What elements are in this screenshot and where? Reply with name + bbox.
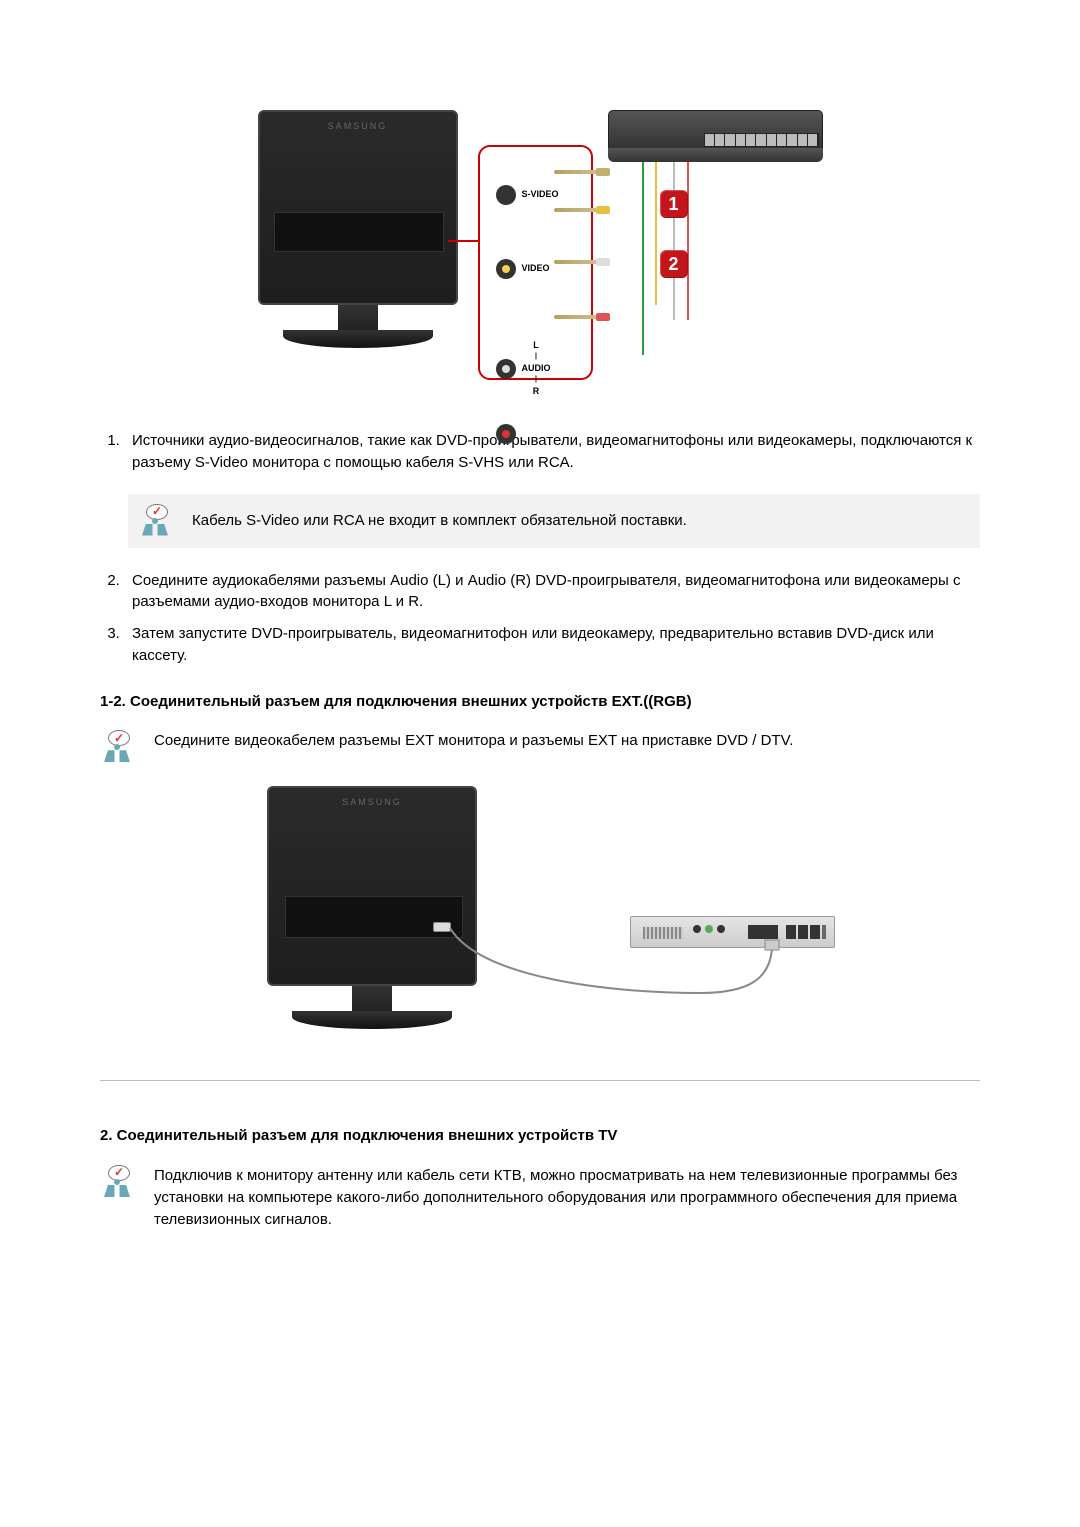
list-item: Затем запустите DVD-проигрыватель, видео… (124, 623, 980, 667)
audio-l-port-icon (496, 359, 516, 379)
audio-label: AUDIO (522, 362, 551, 375)
video-label: VIDEO (522, 262, 550, 275)
check-person-icon (100, 1165, 134, 1199)
note-tv-antenna: Подключив к монитору антенну или кабель … (100, 1165, 980, 1230)
note-text: Подключив к монитору антенну или кабель … (154, 1165, 980, 1230)
list-item: Соедините аудиокабелями разъемы Audio (L… (124, 570, 980, 614)
note-ext-rgb: Соедините видеокабелем разъемы EXT монит… (100, 730, 980, 764)
instruction-list-2: Соедините аудиокабелями разъемы Audio (L… (100, 570, 980, 667)
section-divider (100, 1080, 980, 1081)
svideo-port-icon (496, 185, 516, 205)
monitor-brand-label: SAMSUNG (342, 796, 402, 809)
section-2-title: 2. Соединительный разъем для подключения… (100, 1125, 980, 1147)
audio-l-label: L (522, 339, 551, 352)
monitor-brand-label: SAMSUNG (328, 120, 388, 133)
note-cables-not-included: Кабель S-Video или RCA не входит в компл… (128, 494, 980, 548)
video-port-icon (496, 259, 516, 279)
diagram-av-connection: SAMSUNG S-VIDEO VIDEO (258, 110, 823, 390)
check-person-icon (138, 504, 172, 538)
note-text: Кабель S-Video или RCA не входит в компл… (192, 510, 687, 532)
audio-r-label: R (522, 385, 551, 398)
monitor-rear-illustration: SAMSUNG (258, 110, 458, 345)
svideo-label: S-VIDEO (522, 188, 559, 201)
connection-wires (638, 165, 768, 365)
ext-cable-illustration (410, 928, 780, 1003)
badge-1: 1 (660, 190, 688, 218)
page: SAMSUNG S-VIDEO VIDEO (0, 0, 1080, 1372)
diagram-ext-rgb: SAMSUNG (235, 786, 845, 1036)
note-text: Соедините видеокабелем разъемы EXT монит… (154, 730, 793, 752)
audio-r-port-icon (496, 424, 516, 444)
badge-2: 2 (660, 250, 688, 278)
check-person-icon (100, 730, 134, 764)
section-1-2-title: 1-2. Соединительный разъем для подключен… (100, 691, 980, 713)
dvd-player-illustration (608, 110, 823, 170)
